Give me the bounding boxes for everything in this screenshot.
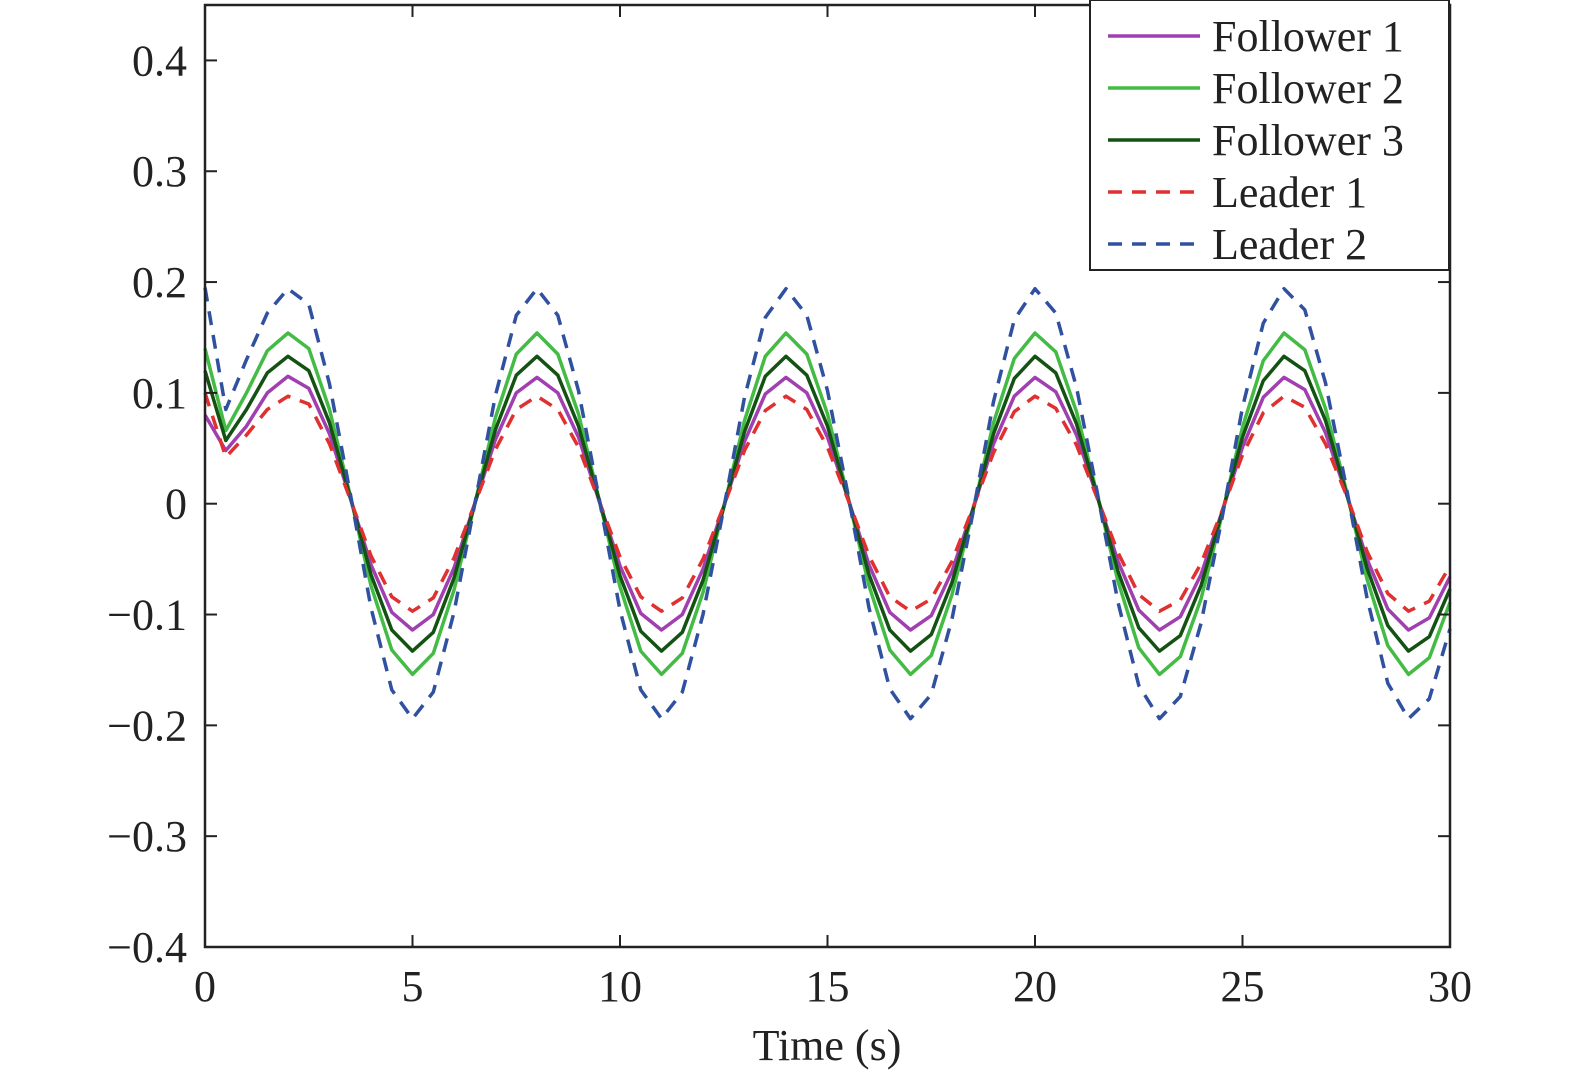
x-tick-label: 15 <box>806 962 850 1011</box>
x-tick-label: 0 <box>194 962 216 1011</box>
x-tick-label: 20 <box>1013 962 1057 1011</box>
y-tick-label: 0.1 <box>132 369 187 418</box>
y-tick-label: 0 <box>165 480 187 529</box>
series-line-follower-3 <box>203 354 1452 653</box>
x-tick-label: 10 <box>598 962 642 1011</box>
legend-label-leader-1: Leader 1 <box>1212 168 1367 217</box>
series-layer <box>203 286 1452 721</box>
legend-label-follower-1: Follower 1 <box>1212 12 1404 61</box>
y-tick-label: −0.4 <box>107 923 187 972</box>
y-tick-label: −0.2 <box>107 701 187 750</box>
x-tick-label: 25 <box>1221 962 1265 1011</box>
series-line-leader-1 <box>203 392 1452 613</box>
y-tick-label: −0.1 <box>107 591 187 640</box>
y-tick-label: −0.3 <box>107 812 187 861</box>
legend-label-follower-2: Follower 2 <box>1212 64 1404 113</box>
y-tick-label: 0.2 <box>132 258 187 307</box>
legend-box <box>1089 0 1450 271</box>
x-tick-label: 5 <box>402 962 424 1011</box>
tick-labels-layer: 0 5 10 15 20 25 30 −0.4 −0.3 −0.2 −0.1 0 0.1 0.2 0.3 0.… <box>107 36 1472 1011</box>
legend-label-follower-3: Follower 3 <box>1212 116 1404 165</box>
x-tick-label: 30 <box>1428 962 1472 1011</box>
series-line-follower-1 <box>203 374 1452 632</box>
series-line-leader-2 <box>203 286 1452 721</box>
series-line-follower-2 <box>203 331 1452 677</box>
y-tick-label: 0.4 <box>132 36 187 85</box>
legend-label-leader-2: Leader 2 <box>1212 220 1367 269</box>
x-axis-title: Time (s) <box>753 1021 902 1070</box>
y-tick-label: 0.3 <box>132 147 187 196</box>
